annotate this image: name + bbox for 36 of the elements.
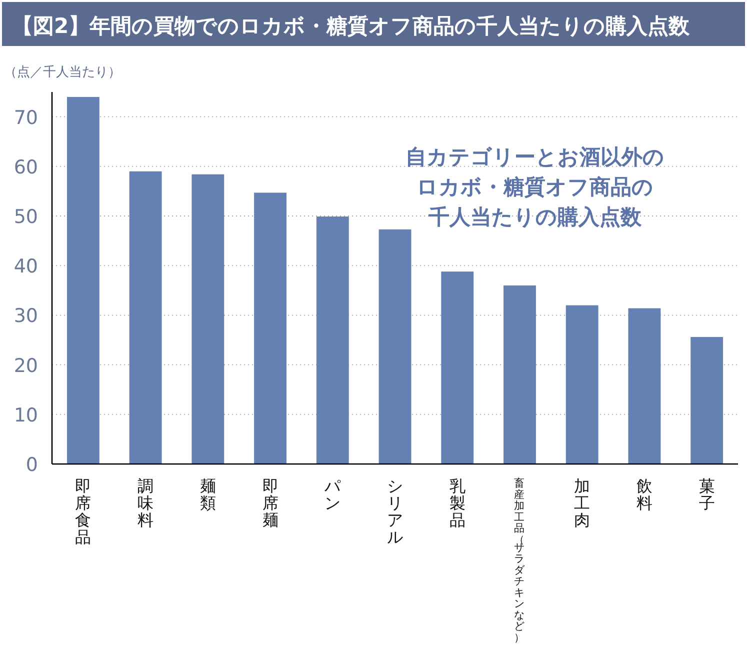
bar (254, 192, 286, 464)
title: 【図2】年間の買物でのロカボ・糖質オフ商品の千人当たりの購入点数 (2, 2, 745, 46)
y-tick-label: 40 (14, 256, 38, 278)
bar (504, 285, 536, 464)
bar (129, 171, 162, 464)
bar (566, 305, 598, 464)
bar (690, 337, 724, 464)
bar (378, 229, 412, 464)
y-tick-label: 10 (14, 404, 38, 426)
category-label: 菓子 (698, 476, 715, 513)
y-tick-label: 0 (26, 454, 38, 476)
category-label: 乳製品 (449, 476, 466, 530)
category-label: パン (324, 476, 341, 513)
category-label: 飲料 (636, 476, 652, 513)
annotation: 千人当たりの購入点数 (428, 205, 642, 229)
y-tick-label: 60 (14, 156, 38, 178)
y-tick-label: 70 (14, 106, 38, 129)
category-label: 即席食品 (75, 476, 92, 547)
bar (192, 174, 224, 464)
chart-title: 【図2】年間の買物でのロカボ・糖質オフ商品の千人当たりの購入点数 (12, 14, 691, 38)
bar (316, 216, 349, 464)
y-tick-label: 20 (14, 354, 38, 377)
y-tick-label: 50 (14, 206, 38, 228)
category-label: 麺類 (200, 476, 216, 513)
bar (441, 272, 474, 464)
category-label: 畜産加工品（サラダチキンなど） (514, 478, 526, 644)
category-label: シリアル (387, 476, 403, 547)
category-label: 調味料 (138, 476, 154, 530)
bar (66, 96, 100, 464)
annotation: 自カテゴリーとお酒以外の (406, 145, 664, 169)
y-axis-title: （点／千人当たり） (4, 65, 121, 80)
category-label: 即席麺 (262, 476, 278, 530)
bar (628, 308, 661, 464)
annotation: ロカボ・糖質オフ商品の (416, 175, 654, 199)
y-tick-label: 30 (14, 305, 38, 328)
category-label: 加工肉 (574, 476, 590, 530)
